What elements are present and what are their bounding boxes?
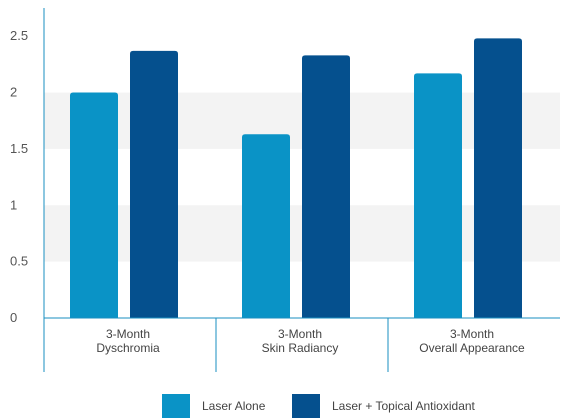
grid-band	[44, 8, 560, 37]
bar	[130, 50, 178, 318]
y-tick-label: 2.5	[10, 28, 28, 43]
legend-label-laser-alone: Laser Alone	[202, 399, 266, 413]
x-category-label: 3-Month	[106, 327, 150, 341]
bars	[70, 38, 522, 318]
bar	[70, 92, 118, 318]
y-tick-label: 1.5	[10, 141, 28, 156]
y-tick-label: 0	[10, 310, 17, 325]
x-category-label: Skin Radiancy	[262, 341, 339, 355]
x-category-label: Overall Appearance	[419, 341, 525, 355]
legend-item-laser-topical-antioxidant: Laser + Topical Antioxidant	[292, 394, 475, 418]
bar	[474, 38, 522, 318]
bar	[242, 134, 290, 318]
legend-swatch-laser-topical-antioxidant	[292, 394, 320, 418]
legend-item-laser-alone: Laser Alone	[162, 394, 265, 418]
bar	[414, 73, 462, 318]
x-category-label: 3-Month	[450, 327, 494, 341]
y-axis-ticks: 0 0.5 1 1.5 2 2.5	[10, 28, 28, 325]
legend: Laser Alone Laser + Topical Antioxidant	[0, 392, 562, 420]
legend-label-laser-topical-antioxidant: Laser + Topical Antioxidant	[332, 399, 475, 413]
x-category-label: 3-Month	[278, 327, 322, 341]
y-tick-label: 1	[10, 197, 17, 212]
bar	[302, 55, 350, 318]
y-tick-label: 2	[10, 85, 17, 100]
legend-swatch-laser-alone	[162, 394, 190, 418]
x-category-label: Dyschromia	[96, 341, 160, 355]
category-separators	[215, 318, 389, 372]
y-tick-label: 0.5	[10, 254, 28, 269]
